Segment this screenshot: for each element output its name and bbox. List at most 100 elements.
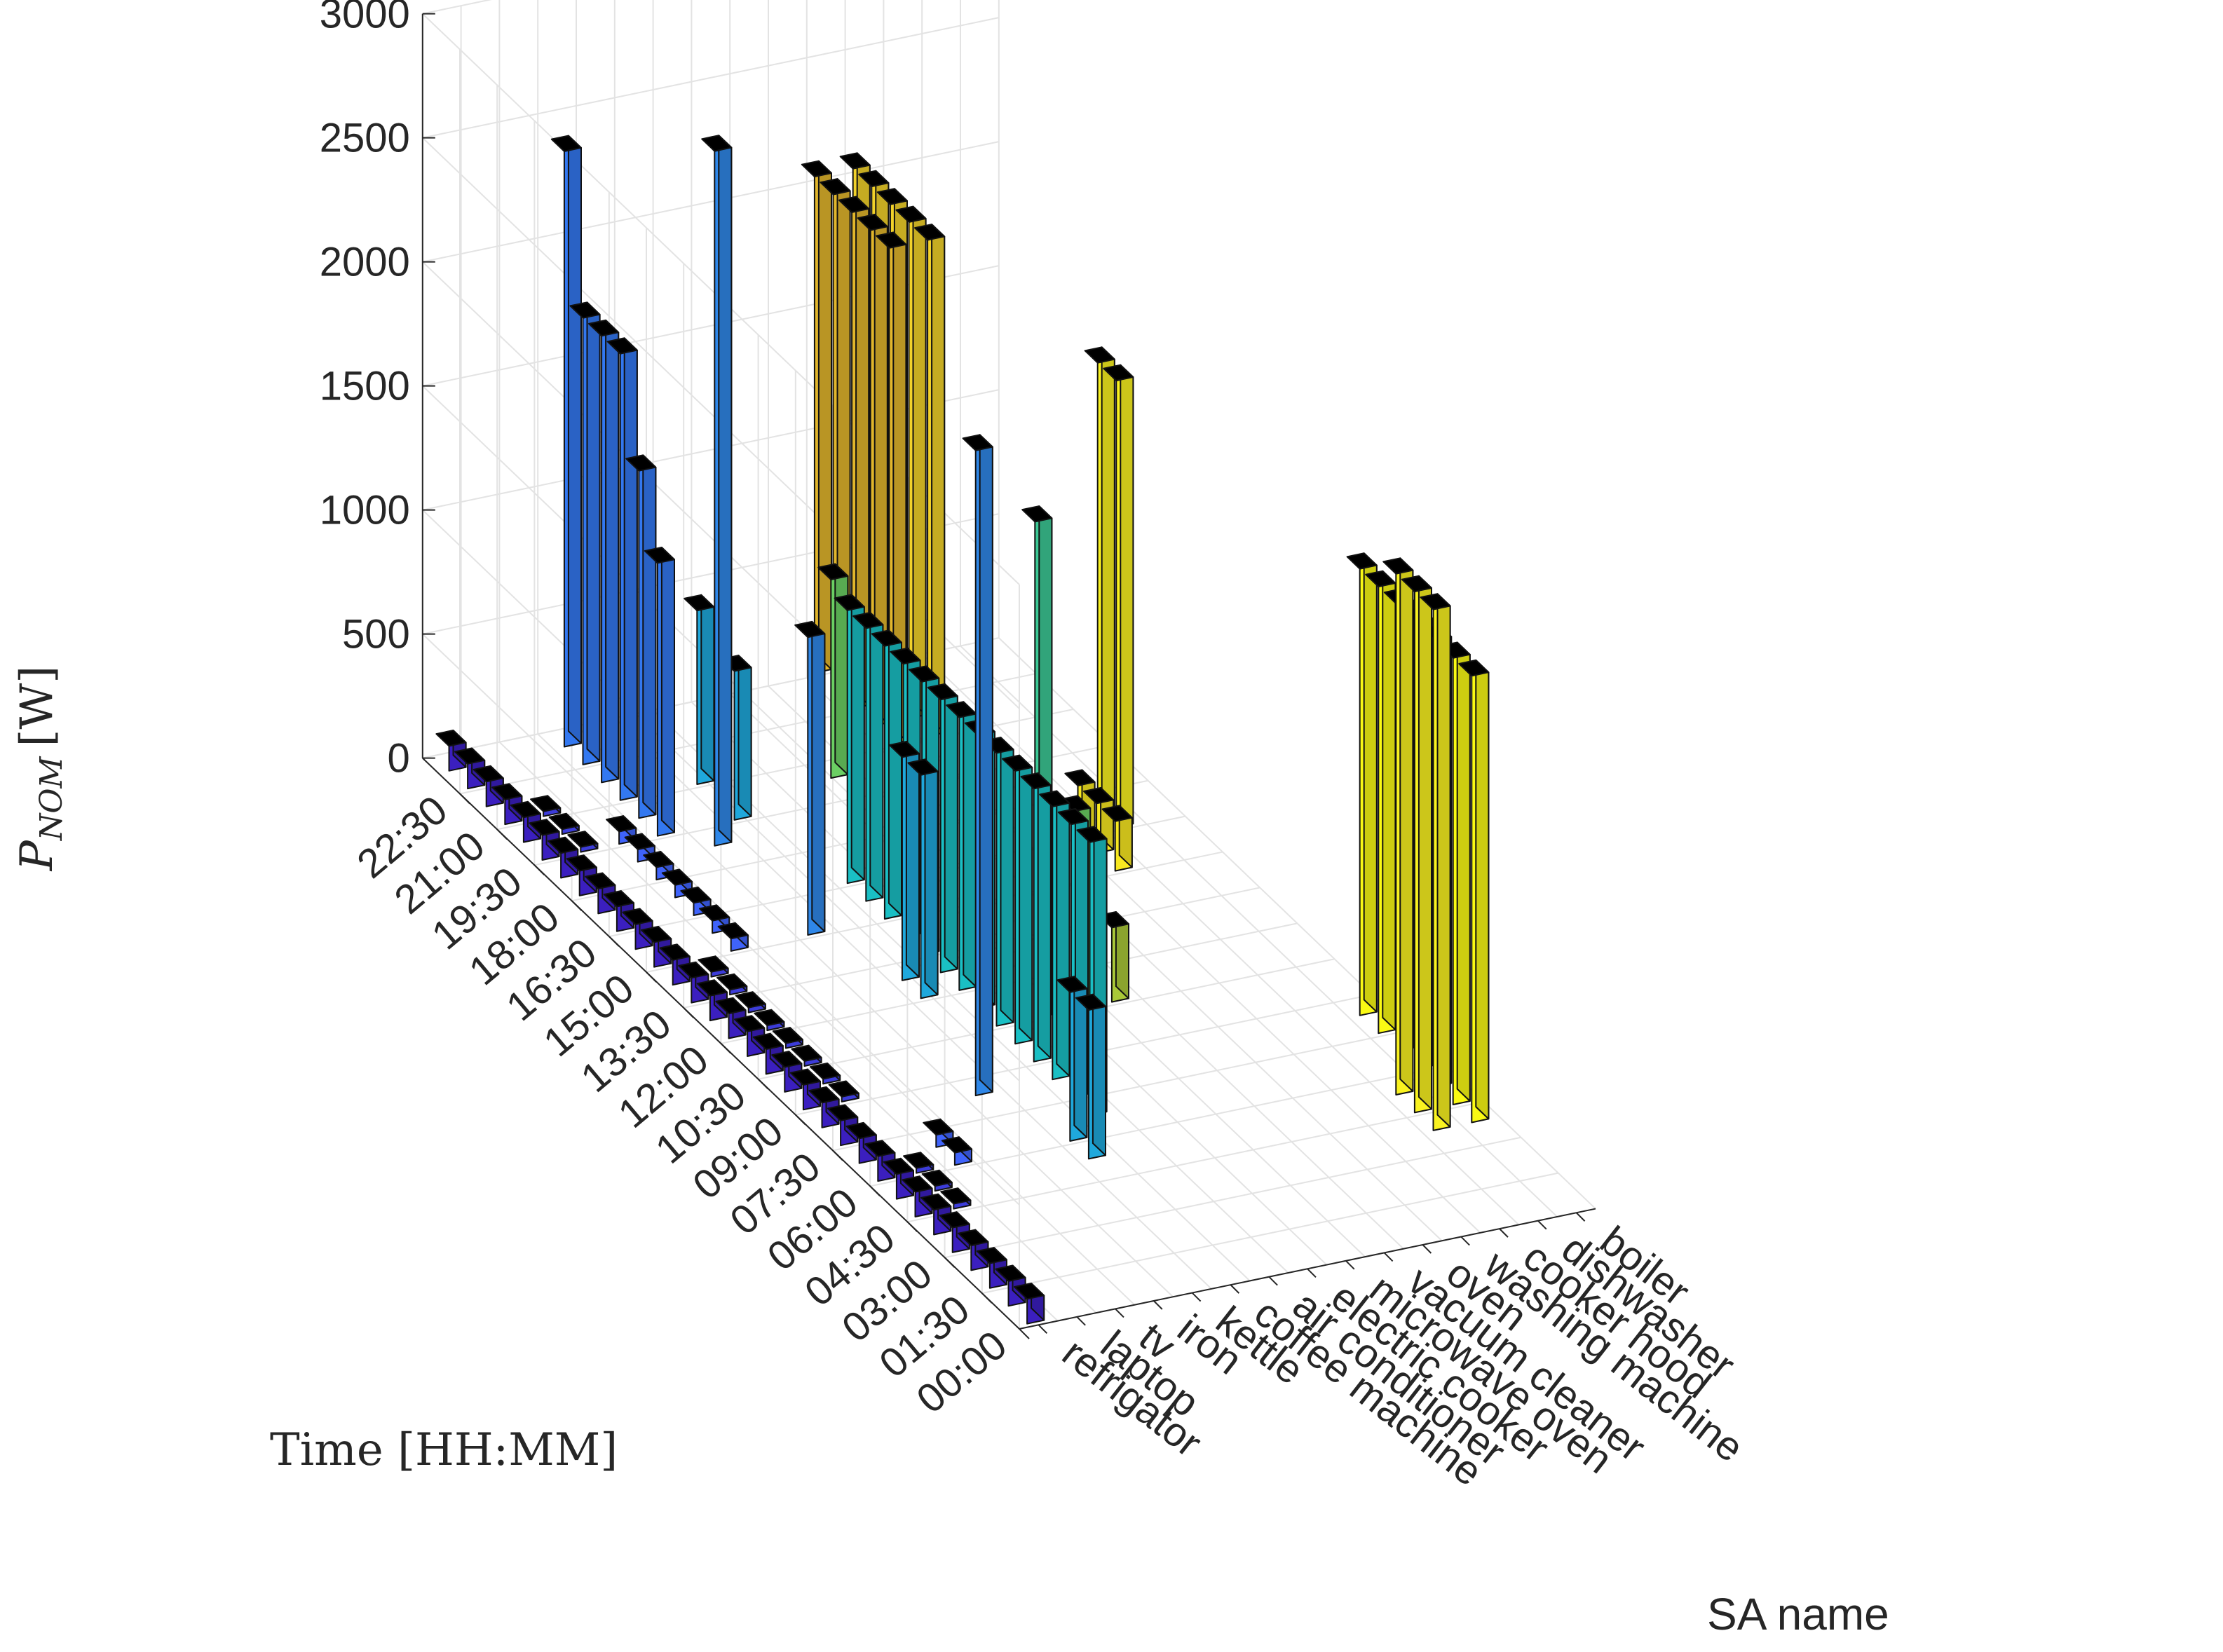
bar-top-face [1084,346,1115,364]
y-tick-label: 500 [342,612,410,657]
bar-top-face [817,563,849,580]
bar-top-face [810,1063,841,1080]
bar-top-face [828,1080,859,1098]
bar-top-face [1365,570,1396,587]
bar-top-face [548,812,580,831]
bar-laptop [754,1009,785,1032]
bar-top-face [1382,557,1414,575]
bar-dishwasher [1382,557,1414,1095]
bar-laptop [940,1187,972,1210]
x-tick [981,1292,993,1304]
bar-side-face [642,454,657,816]
bar-top-face [939,1211,970,1229]
bar-side-face [912,205,927,716]
floor-gridline [944,1136,1521,1259]
bar-top-face [734,1015,766,1032]
x-tick [496,828,508,840]
bar-top-face [715,997,747,1015]
y-tick-label: 2500 [320,116,410,161]
floor-gridline [921,653,1520,1226]
y-axis-label-sub: NOM [34,756,69,842]
bar-top-face [920,1193,952,1211]
bar-top-face [914,224,946,241]
bar-tv [661,868,693,899]
bar-side-face [888,629,902,917]
bar-side-face [700,594,715,781]
y-axis-label-unit: [W] [11,666,63,747]
bar-coffee-machine [1056,976,1088,1142]
bar-side-face [924,758,939,996]
bar-top-face [1083,787,1115,805]
bar-side-face [1019,754,1033,1042]
bar-top-face [876,231,907,249]
z-tick [1460,1236,1470,1246]
bar-top-face [871,629,902,647]
z-tick [1537,1220,1547,1230]
bar-dishwasher [1401,575,1432,1114]
bar-top-face [701,135,733,152]
bar-top-face [921,1169,953,1187]
z-tick [1499,1228,1509,1238]
bar-refrigator [510,800,541,843]
bar-side-face [1363,552,1378,1013]
bar-iron [550,135,582,748]
bar-cooker-hood [1101,805,1133,872]
y-axis-label: PNOM [W] [11,666,69,871]
bar-refrigator [752,1032,784,1075]
back-wall-gridline [422,141,1000,263]
bar-top-face [588,319,620,337]
bar-top-face [735,991,766,1009]
bar-side-face [1382,570,1396,1031]
bar-refrigator [845,1121,877,1164]
bar-microwave-oven [817,563,849,779]
z-tick [1422,1244,1432,1254]
x-tick [571,900,583,911]
z-tick [1230,1284,1240,1294]
bar-top-face [550,135,582,152]
y-tick-label: 1500 [320,364,410,409]
bar-top-face [1101,805,1133,822]
bar-side-face [1092,993,1106,1156]
x-tick [1019,1328,1030,1339]
x-tick [459,793,470,805]
bar-top-face [678,961,709,979]
bar-top-face [1420,593,1451,610]
bar-top-face [962,434,993,451]
bar-top-face [864,1140,896,1157]
bar-top-face [606,815,637,833]
bar-side-face [979,434,993,1093]
floor-gridline [907,1100,1484,1223]
bar-top-face [548,836,579,854]
floor-gridline [576,725,1174,1298]
bar-top-face [808,1086,840,1104]
bar-top-face [473,765,504,783]
bar-top-face [958,1229,989,1246]
bar-top-face [1056,976,1088,993]
bar-side-face [1056,790,1070,1077]
bar-top-face [834,594,865,611]
chart-bars [435,135,1490,1325]
x-tick [869,1185,881,1197]
bar-laptop [791,1044,822,1067]
bar-washing-machine [895,205,927,719]
bar-top-face [940,1187,972,1205]
bar-air-conditioner [983,737,1014,1027]
bar-cooker-hood [1083,787,1115,854]
z-tick [1268,1276,1278,1286]
bar-top-face [1057,807,1089,826]
bar-top-face [680,886,712,904]
y-tick-label: 2000 [320,240,410,285]
bar-refrigator [529,819,560,861]
y-axis-label-main: P [11,840,63,871]
bar-top-face [839,152,871,170]
z-tick [1076,1316,1086,1326]
bar-oven [876,231,907,745]
bar-boiler [1346,552,1378,1016]
bar-laptop [716,973,748,996]
bar-top-face [754,1009,785,1026]
floor-gridline [832,1030,1410,1152]
bar-dishwasher [1084,346,1115,810]
bar-top-face [995,1264,1026,1282]
bar-top-face [585,872,616,889]
bar-top-face [909,665,940,683]
